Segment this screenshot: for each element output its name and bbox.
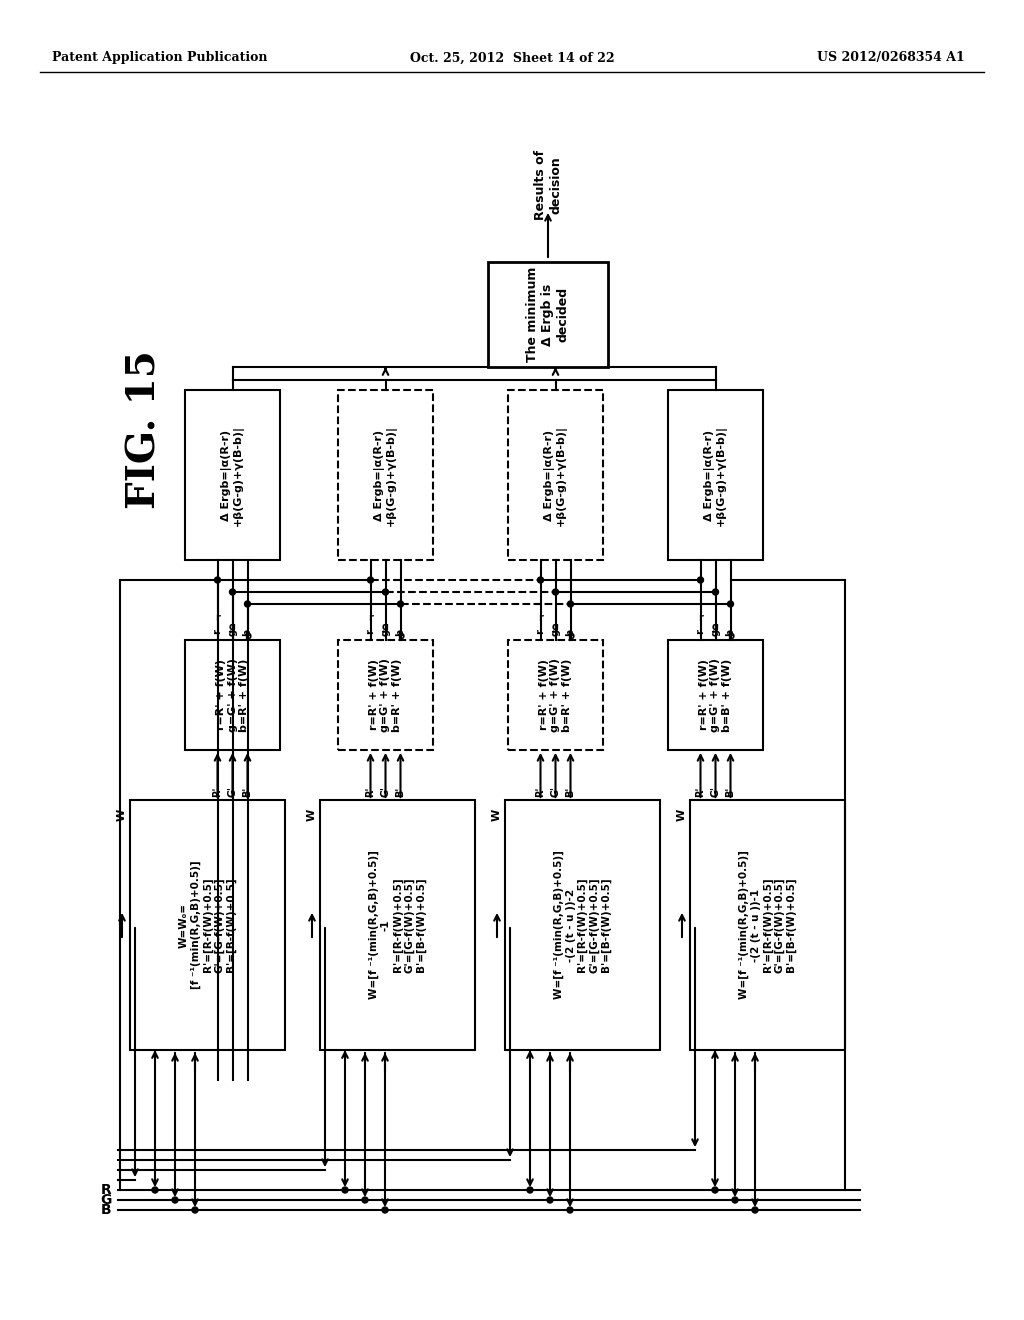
Text: B': B'	[565, 787, 575, 797]
Text: b: b	[727, 631, 734, 642]
Circle shape	[397, 601, 403, 607]
Circle shape	[152, 1187, 158, 1193]
Text: R: R	[100, 1183, 112, 1197]
Text: Δ Ergb=|α(R-r)
+β(G-g)+γ(B-b)|: Δ Ergb=|α(R-r) +β(G-g)+γ(B-b)|	[703, 425, 727, 525]
Text: r: r	[215, 612, 220, 623]
Circle shape	[362, 1197, 368, 1203]
Circle shape	[214, 577, 220, 583]
Text: g: g	[229, 622, 236, 632]
Circle shape	[193, 1206, 198, 1213]
Text: Patent Application Publication: Patent Application Publication	[52, 51, 267, 65]
Text: g: g	[552, 622, 559, 632]
Text: r=R' + f(W)
g=G' + f(W)
b=R' + f(W): r=R' + f(W) g=G' + f(W) b=R' + f(W)	[369, 657, 402, 733]
Text: b: b	[243, 628, 253, 635]
Text: g: g	[711, 628, 721, 635]
Text: b: b	[244, 631, 251, 642]
Circle shape	[712, 1187, 718, 1193]
Circle shape	[382, 1206, 388, 1213]
Circle shape	[713, 589, 719, 595]
Text: Δ Ergb=|α(R-r)
+β(G-g)+γ(B-b)|: Δ Ergb=|α(R-r) +β(G-g)+γ(B-b)|	[221, 425, 245, 525]
Text: W: W	[492, 809, 502, 821]
Text: b: b	[725, 628, 735, 635]
Bar	[130, 800, 285, 1049]
Text: g: g	[551, 628, 560, 635]
Circle shape	[527, 1187, 534, 1193]
Circle shape	[383, 589, 388, 595]
Text: US 2012/0268354 A1: US 2012/0268354 A1	[817, 51, 965, 65]
Bar	[338, 640, 433, 750]
Text: R': R'	[536, 787, 546, 797]
Circle shape	[342, 1187, 348, 1193]
Text: R': R'	[695, 787, 706, 797]
Text: g: g	[381, 628, 390, 635]
Text: Results of
decision: Results of decision	[534, 150, 562, 220]
Circle shape	[553, 589, 558, 595]
Text: G': G'	[711, 787, 721, 797]
Text: B: B	[100, 1203, 112, 1217]
Text: b: b	[567, 631, 574, 642]
Text: G: G	[100, 1193, 112, 1206]
Bar	[508, 640, 603, 750]
Text: G': G'	[381, 787, 390, 797]
Text: W=[f ⁻¹(min(R,G,B)+0.5)]
-(2 (t - u ))-2
R'=[R-f(W)+0.5]
G'=[G-f(W)+0.5]
B'=[B-f: W=[f ⁻¹(min(R,G,B)+0.5)] -(2 (t - u ))-2…	[554, 850, 611, 999]
Text: W=W₀=
[f ⁻¹(min(R,G,B)+0.5)]
R'=[R-f(W)+0.5]
G'=[G-f(W)+0.5]
B'=[B-f(W)+0.5]: W=W₀= [f ⁻¹(min(R,G,B)+0.5)] R'=[R-f(W)+…	[179, 861, 237, 989]
Text: W=[f ⁻¹(min(R,G,B)+0.5)]
-1
R'=[R-f(W)+0.5]
G'=[G-f(W)+0.5]
B'=[B-f(W)+0.5]: W=[f ⁻¹(min(R,G,B)+0.5)] -1 R'=[R-f(W)+0…	[369, 850, 426, 999]
Text: W: W	[117, 809, 127, 821]
Text: r: r	[366, 630, 376, 635]
Text: r=R' + f(W)
g=G' + f(W)
b=R' + f(W): r=R' + f(W) g=G' + f(W) b=R' + f(W)	[539, 657, 572, 733]
Text: The minimum
Δ Ergb is
decided: The minimum Δ Ergb is decided	[526, 267, 569, 362]
Text: r: r	[538, 612, 543, 623]
Text: r: r	[368, 612, 373, 623]
Circle shape	[245, 601, 251, 607]
Text: Δ Ergb=|α(R-r)
+β(G-g)+γ(B-b)|: Δ Ergb=|α(R-r) +β(G-g)+γ(B-b)|	[544, 425, 567, 525]
Text: R': R'	[366, 787, 376, 797]
Text: r=R' + f(W)
g=G' + f(W)
b=R' + f(W): r=R' + f(W) g=G' + f(W) b=R' + f(W)	[216, 657, 249, 733]
Text: B': B'	[243, 787, 253, 797]
Text: B': B'	[725, 787, 735, 797]
Text: r: r	[213, 630, 222, 635]
Text: W: W	[307, 809, 317, 821]
Text: b: b	[397, 631, 404, 642]
Text: Oct. 25, 2012  Sheet 14 of 22: Oct. 25, 2012 Sheet 14 of 22	[410, 51, 614, 65]
Text: W: W	[677, 809, 687, 821]
Text: R': R'	[213, 787, 222, 797]
Bar	[505, 800, 660, 1049]
Circle shape	[727, 601, 733, 607]
Bar	[690, 800, 845, 1049]
Bar	[185, 389, 280, 560]
Text: B': B'	[395, 787, 406, 797]
Circle shape	[229, 589, 236, 595]
Circle shape	[547, 1197, 553, 1203]
Text: b: b	[565, 628, 575, 635]
Bar	[508, 389, 603, 560]
Text: G': G'	[227, 787, 238, 797]
Circle shape	[752, 1206, 758, 1213]
Text: r: r	[698, 612, 702, 623]
Circle shape	[567, 601, 573, 607]
Circle shape	[567, 1206, 573, 1213]
Text: FIG. 15: FIG. 15	[126, 351, 164, 510]
Bar	[338, 389, 433, 560]
Text: b: b	[395, 628, 406, 635]
Circle shape	[732, 1197, 738, 1203]
Circle shape	[538, 577, 544, 583]
Circle shape	[697, 577, 703, 583]
Bar	[185, 640, 280, 750]
Text: r: r	[695, 630, 706, 635]
Text: r=R' + f(W)
g=G' + f(W)
b=B' + f(W): r=R' + f(W) g=G' + f(W) b=B' + f(W)	[699, 657, 732, 733]
Text: g: g	[382, 622, 389, 632]
Text: r: r	[536, 630, 546, 635]
Text: G': G'	[551, 787, 560, 797]
Text: g: g	[227, 628, 238, 635]
Bar	[319, 800, 475, 1049]
Text: W=[f ⁻¹(min(R,G,B)+0.5)]
-(2 (t - u ))-1
R'=[R-f(W)+0.5]
G'=[G-f(W)+0.5]
B'=[B-f: W=[f ⁻¹(min(R,G,B)+0.5)] -(2 (t - u ))-1…	[738, 850, 797, 999]
Text: g: g	[712, 622, 719, 632]
Bar	[668, 640, 763, 750]
Circle shape	[172, 1197, 178, 1203]
Bar	[668, 389, 763, 560]
Text: Δ Ergb=|α(R-r)
+β(G-g)+γ(B-b)|: Δ Ergb=|α(R-r) +β(G-g)+γ(B-b)|	[374, 425, 397, 525]
Bar	[488, 261, 608, 367]
Circle shape	[368, 577, 374, 583]
